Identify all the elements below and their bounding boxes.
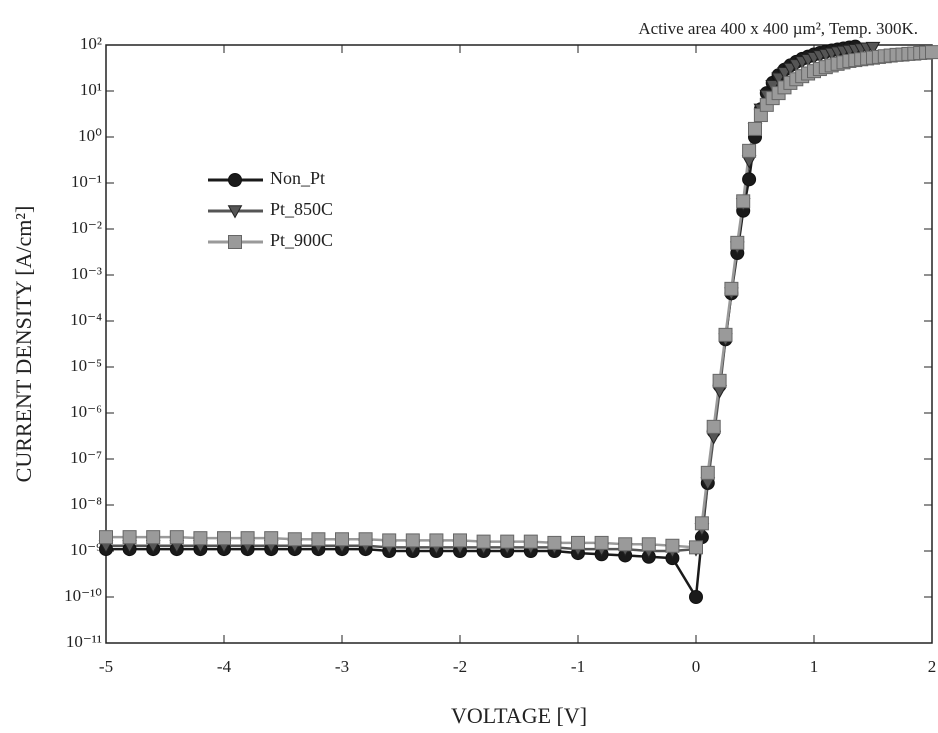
data-point [748, 121, 762, 136]
y-tick-label: 10⁻⁸ [70, 494, 102, 513]
data-point [122, 530, 137, 545]
data-point [700, 465, 715, 480]
data-point [405, 533, 420, 548]
data-point [618, 537, 633, 552]
data-point [193, 531, 208, 546]
data-point [706, 419, 721, 434]
data-point [217, 531, 231, 546]
x-tick-label: -4 [217, 657, 232, 676]
data-point [689, 590, 703, 604]
legend-label: Non_Pt [270, 168, 325, 188]
data-point [571, 535, 585, 550]
x-axis-label: VOLTAGE [V] [451, 703, 587, 728]
series-line [106, 50, 933, 549]
data-point [500, 534, 515, 549]
data-point [730, 235, 745, 250]
x-tick-label: -1 [571, 657, 585, 676]
y-tick-label: 10⁻¹ [71, 172, 102, 191]
y-tick-label: 10² [80, 34, 102, 53]
data-point [718, 327, 733, 342]
x-tick-label: -5 [99, 657, 113, 676]
x-tick-label: 0 [692, 657, 701, 676]
data-point [925, 45, 938, 60]
data-point [641, 537, 656, 552]
x-tick-label: 2 [928, 657, 937, 676]
y-tick-label: 10⁻⁹ [70, 540, 102, 559]
data-point [476, 534, 491, 549]
data-point [736, 194, 751, 209]
x-tick-label: -2 [453, 657, 467, 676]
x-tick-label: -3 [335, 657, 349, 676]
annotation: Active area 400 x 400 µm², Temp. 300K. [638, 19, 918, 38]
data-point [742, 143, 757, 158]
y-tick-label: 10⁻² [71, 218, 102, 237]
data-point [311, 532, 326, 547]
y-tick-label: 10⁻⁵ [70, 356, 102, 375]
data-point [712, 373, 727, 388]
x-tick-label: 1 [810, 657, 819, 676]
data-point [547, 535, 562, 550]
data-point [724, 281, 739, 296]
data-point [523, 534, 538, 549]
data-point [594, 535, 609, 550]
data-point [453, 533, 467, 548]
y-tick-label: 10¹ [80, 80, 102, 99]
data-point [335, 532, 349, 547]
data-point [742, 172, 757, 187]
y-tick-label: 10⁻⁴ [70, 310, 102, 329]
y-tick-label: 10⁻⁶ [70, 402, 102, 421]
series-line [106, 45, 856, 601]
legend-marker [228, 173, 242, 187]
data-point [382, 533, 397, 548]
plot-frame [105, 44, 933, 644]
legend-marker [227, 205, 243, 219]
data-point [146, 530, 161, 545]
data-point [771, 72, 786, 86]
legend-label: Pt_850C [270, 199, 333, 219]
legend-marker [228, 235, 242, 249]
data-point [429, 533, 444, 548]
data-point [358, 532, 373, 547]
data-point [665, 538, 680, 553]
data-point [287, 532, 302, 547]
y-tick-label: 10⁻⁷ [70, 448, 102, 467]
data-point [99, 530, 113, 545]
legend-label: Pt_900C [270, 230, 333, 250]
data-point [689, 540, 703, 555]
y-tick-label: 10⁻¹¹ [66, 632, 102, 651]
data-point [264, 531, 279, 546]
data-point [694, 516, 709, 531]
data-point [169, 530, 184, 545]
data-point [865, 41, 881, 56]
y-axis-label: CURRENT DENSITY [A/cm²] [11, 206, 36, 483]
y-tick-label: 10⁻¹⁰ [64, 586, 102, 605]
y-tick-label: 10⁰ [78, 126, 102, 145]
data-point [240, 531, 255, 546]
y-tick-label: 10⁻³ [71, 264, 102, 283]
